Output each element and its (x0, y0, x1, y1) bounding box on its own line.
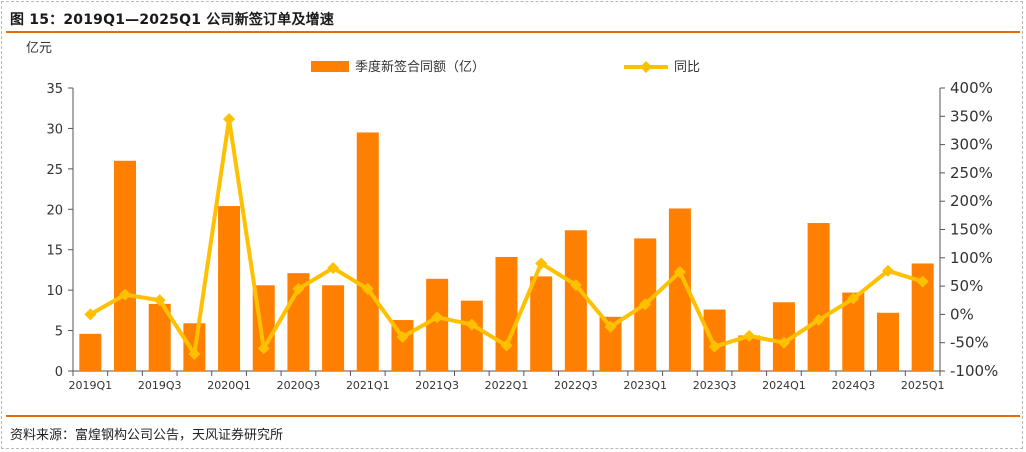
bar (460, 300, 483, 371)
right-tick-label: 250% (950, 164, 993, 182)
bar (564, 230, 587, 371)
yoy-point (327, 261, 340, 274)
bar (703, 309, 726, 371)
right-tick-label: 50% (950, 277, 983, 295)
bar (807, 223, 830, 371)
yoy-point (465, 318, 478, 331)
yoy-point (223, 113, 236, 126)
left-tick-label: 10 (46, 284, 63, 299)
x-tick-label: 2021Q1 (346, 379, 390, 392)
x-tick-label: 2022Q1 (485, 379, 529, 392)
right-tick-label: 150% (950, 221, 993, 239)
yoy-point (292, 282, 305, 295)
yoy-point (431, 311, 444, 324)
left-tick-label: 5 (55, 325, 63, 340)
y-unit-label: 亿元 (26, 41, 52, 56)
legend-line-label: 同比 (674, 60, 700, 75)
yoy-point (361, 282, 374, 295)
yoy-point (847, 292, 860, 305)
x-tick-label: 2025Q1 (901, 379, 945, 392)
yoy-point (500, 339, 513, 352)
left-tick-label: 0 (55, 365, 63, 380)
x-tick-label: 2022Q3 (554, 379, 598, 392)
right-tick-label: 350% (950, 107, 993, 125)
left-tick-label: 20 (46, 203, 63, 218)
yoy-point (673, 265, 686, 278)
yoy-point (604, 320, 617, 333)
yoy-point (708, 340, 721, 353)
yoy-point (569, 278, 582, 291)
right-tick-label: 200% (950, 192, 993, 210)
legend-bar-label: 季度新签合同额（亿） (355, 59, 485, 75)
left-tick-label: 15 (46, 244, 63, 259)
bar (114, 160, 137, 371)
right-tick-label: 100% (950, 249, 993, 267)
bar (911, 263, 934, 371)
title-rule (6, 31, 1020, 33)
bar (842, 292, 865, 371)
yoy-point (535, 257, 548, 270)
bar (79, 333, 102, 371)
bar (322, 285, 345, 371)
yoy-point (153, 294, 166, 307)
right-tick-label: 300% (950, 136, 993, 154)
bar (495, 256, 518, 371)
left-tick-label: 25 (46, 163, 63, 178)
left-tick-label: 35 (46, 82, 63, 97)
yoy-point (188, 348, 201, 361)
x-tick-label: 2023Q1 (623, 379, 667, 392)
source-note: 资料来源：富煌钢构公司公告，天风证券研究所 (10, 428, 284, 443)
x-tick-label: 2019Q3 (138, 379, 182, 392)
yoy-point (119, 288, 132, 301)
bar (426, 278, 449, 371)
bar (530, 276, 553, 371)
yoy-point (84, 308, 97, 321)
yoy-point (881, 264, 894, 277)
bar (876, 312, 899, 371)
right-tick-label: -50% (950, 334, 989, 352)
bar (218, 206, 241, 371)
x-tick-label: 2019Q1 (69, 379, 113, 392)
x-tick-label: 2023Q3 (693, 379, 737, 392)
legend-line-marker (640, 61, 652, 73)
right-tick-label: -100% (950, 362, 998, 380)
bar (356, 132, 379, 371)
bar (738, 335, 761, 371)
yoy-point (257, 342, 270, 355)
yoy-point (777, 336, 790, 349)
yoy-point (916, 275, 929, 288)
right-tick-label: 0% (950, 305, 974, 323)
left-tick-label: 30 (46, 122, 63, 137)
bar (668, 208, 691, 371)
bar (599, 316, 622, 371)
x-tick-label: 2024Q1 (762, 379, 806, 392)
yoy-point (812, 314, 825, 327)
legend-bar-swatch (311, 61, 349, 72)
x-tick-label: 2020Q1 (207, 379, 251, 392)
x-tick-label: 2024Q3 (831, 379, 875, 392)
figure-title: 图 15：2019Q1—2025Q1 公司新签订单及增速 (10, 12, 335, 28)
x-tick-label: 2021Q3 (415, 379, 459, 392)
bar (148, 303, 171, 371)
source-rule (6, 415, 1020, 417)
yoy-point (396, 331, 409, 344)
yoy-point (639, 298, 652, 311)
right-tick-label: 400% (950, 79, 993, 97)
x-tick-label: 2020Q3 (277, 379, 321, 392)
yoy-point (743, 329, 756, 342)
bar (772, 302, 795, 371)
